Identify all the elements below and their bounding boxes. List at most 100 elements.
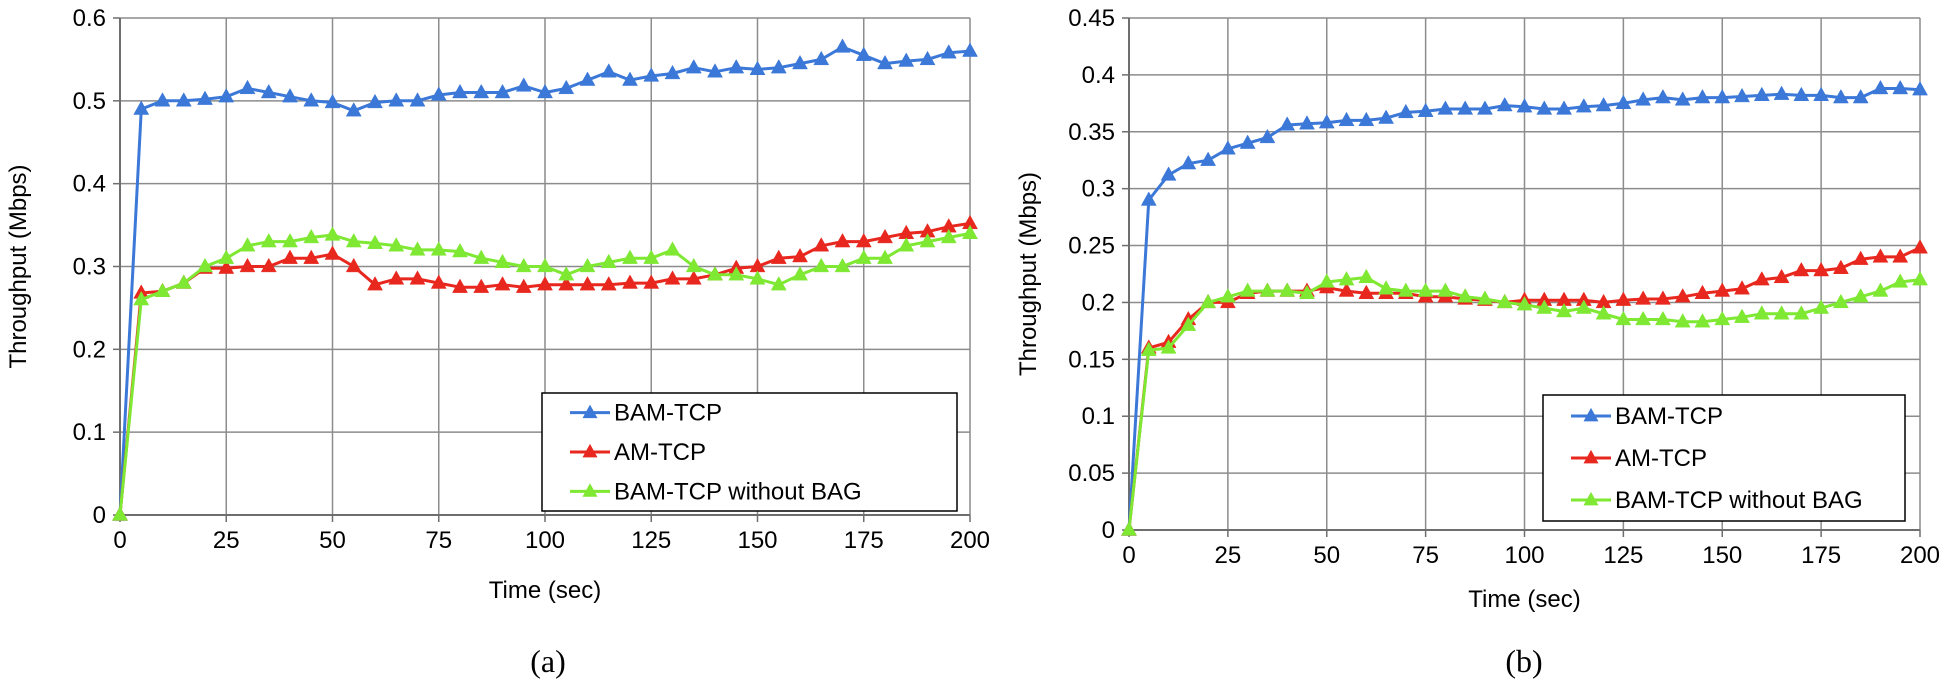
x-tick-label: 75 [1412,542,1439,569]
data-point-bam-tcp-without-bag [388,237,405,252]
y-tick-label: 0.1 [1082,403,1115,430]
data-point-bam-tcp [1793,86,1810,102]
data-point-bam-tcp [1318,114,1335,129]
data-point-bam-tcp [1299,115,1315,130]
data-point-am-tcp [1734,280,1750,295]
data-point-am-tcp [409,270,426,285]
data-point-bam-tcp [749,60,766,76]
data-point-bam-tcp-without-bag [1219,288,1236,303]
data-point-bam-tcp [1397,103,1414,119]
data-point-bam-tcp [728,59,745,74]
data-point-bam-tcp [579,71,596,86]
data-point-bam-tcp-without-bag [685,257,702,273]
data-point-bam-tcp-without-bag [1714,310,1731,326]
data-point-bam-tcp [197,90,213,105]
legend-label-am-tcp: AM-TCP [1615,445,1707,472]
data-point-am-tcp [1635,290,1652,305]
data-point-bam-tcp-without-bag [919,233,936,248]
data-point-am-tcp [834,233,851,248]
data-point-am-tcp [1773,268,1790,284]
data-point-am-tcp [770,249,787,264]
data-point-bam-tcp [1437,100,1454,115]
data-point-am-tcp [813,237,830,252]
data-point-bam-tcp [367,93,383,109]
data-point-am-tcp [622,274,638,289]
data-point-bam-tcp-without-bag [133,291,150,306]
data-point-bam-tcp [1259,128,1276,144]
data-point-am-tcp [1694,284,1711,299]
y-tick-label: 0.4 [73,171,106,198]
data-point-bam-tcp-without-bag [1180,316,1197,331]
legend-swatch-marker-bam-tcp-without-bag [1583,491,1599,506]
data-point-bam-tcp-without-bag [877,249,893,264]
data-point-bam-tcp-without-bag [282,233,298,248]
data-point-bam-tcp [1655,89,1671,104]
data-point-bam-tcp-without-bag [1239,282,1256,297]
data-point-bam-tcp [962,42,978,57]
y-tick-label: 0.4 [1082,62,1115,89]
data-point-bam-tcp-without-bag [1160,339,1177,354]
data-point-bam-tcp-without-bag [324,226,341,241]
data-point-bam-tcp-without-bag [664,241,681,256]
y-tick-label: 0 [93,502,106,529]
y-tick-label: 0.25 [1068,233,1115,260]
data-point-am-tcp [600,276,617,291]
data-point-bam-tcp [1338,111,1355,127]
data-point-bam-tcp-without-bag [154,282,171,297]
data-point-bam-tcp-without-bag [1437,282,1454,297]
data-point-bam-tcp [1358,111,1375,127]
data-point-bam-tcp-without-bag [1556,302,1572,318]
data-point-am-tcp [239,257,256,273]
data-point-bam-tcp-without-bag [1753,305,1770,320]
data-point-bam-tcp-without-bag [367,234,383,249]
data-point-bam-tcp [1714,89,1731,104]
data-point-am-tcp [1615,291,1632,306]
data-point-bam-tcp [1575,98,1592,113]
data-point-bam-tcp-without-bag [1734,308,1750,323]
data-point-bam-tcp-without-bag [515,257,532,273]
legend: BAM-TCP AM-TCP BAM-TCP without BAG [1542,394,1906,522]
data-point-am-tcp [473,278,490,293]
data-point-bam-tcp-without-bag [537,257,553,273]
data-point-bam-tcp [792,54,808,70]
x-tick-label: 50 [319,527,346,554]
data-point-bam-tcp [473,83,490,99]
legend-swatch-marker-bam-tcp [1583,407,1599,422]
data-point-am-tcp [685,270,702,285]
data-point-am-tcp [1358,284,1375,299]
data-point-bam-tcp [1635,91,1652,106]
data-point-bam-tcp [1694,89,1711,104]
data-point-bam-tcp [834,38,851,53]
data-point-bam-tcp [558,79,575,95]
data-point-bam-tcp-without-bag [1773,305,1790,320]
data-point-bam-tcp-without-bag [579,257,596,273]
x-tick-label: 100 [1504,542,1544,569]
data-point-bam-tcp [940,44,957,59]
data-point-bam-tcp [515,77,532,92]
data-point-bam-tcp [1536,100,1553,115]
x-tick-label: 75 [425,527,452,554]
data-point-bam-tcp [1734,87,1750,103]
x-axis-label: Time (sec) [1468,586,1580,613]
data-point-bam-tcp-without-bag [898,237,915,252]
x-tick-label: 200 [950,527,990,554]
data-point-bam-tcp-without-bag [1121,521,1137,536]
data-point-bam-tcp [1279,116,1296,131]
data-point-bam-tcp-without-bag [749,270,766,285]
data-point-bam-tcp [813,50,830,66]
data-point-bam-tcp-without-bag [1279,282,1296,297]
data-point-am-tcp [1832,259,1849,274]
data-point-bam-tcp-without-bag [1832,293,1849,309]
data-point-bam-tcp-without-bag [1674,313,1691,328]
data-point-bam-tcp-without-bag [1793,305,1810,320]
data-point-bam-tcp [409,92,426,107]
legend-box [541,392,958,512]
data-point-am-tcp [388,270,405,285]
legend-swatch-marker-bam-tcp [582,404,598,419]
legend-label-bam-tcp-without-bag: BAM-TCP without BAG [1615,487,1863,514]
data-point-bam-tcp-without-bag [1496,293,1513,309]
data-point-bam-tcp-without-bag [175,274,192,289]
data-point-bam-tcp-without-bag [1516,296,1533,311]
data-point-bam-tcp [600,63,617,78]
